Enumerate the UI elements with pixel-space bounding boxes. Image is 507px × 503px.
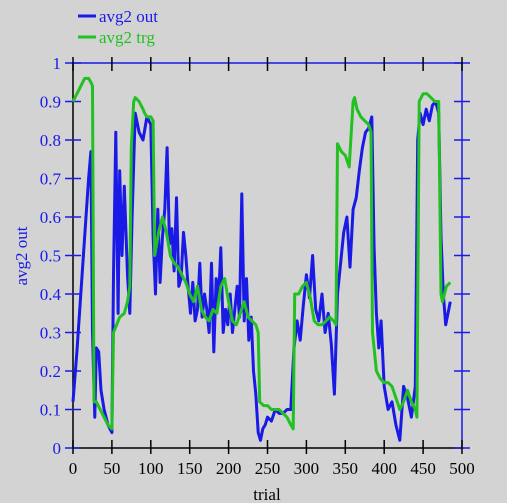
y-axis-label: avg2 out — [12, 226, 31, 285]
series-line-avg2-trg — [71, 76, 452, 431]
x-tick-label: 50 — [103, 459, 120, 478]
y-tick-label: 0.6 — [40, 208, 61, 227]
y-tick-label: 0.5 — [40, 247, 61, 266]
legend-label: avg2 trg — [99, 28, 155, 47]
x-tick-label: 300 — [294, 459, 320, 478]
y-tick-label: 0.9 — [40, 93, 61, 112]
x-tick-label: 400 — [371, 459, 397, 478]
y-tick-label: 0.8 — [40, 131, 61, 150]
y-tick-label: 0.2 — [40, 362, 61, 381]
x-axis-label: trial — [253, 485, 281, 503]
x-tick-label: 500 — [449, 459, 475, 478]
x-tick-label: 450 — [410, 459, 436, 478]
y-tick-label: 1 — [53, 54, 62, 73]
series-line-avg2-out — [71, 100, 452, 442]
y-tick-label: 0 — [53, 439, 62, 458]
x-tick-label: 100 — [138, 459, 164, 478]
legend-label: avg2 out — [99, 7, 158, 26]
x-tick-label: 200 — [216, 459, 242, 478]
x-tick-label: 350 — [333, 459, 359, 478]
x-tick-label: 0 — [69, 459, 78, 478]
x-tick-label: 250 — [255, 459, 281, 478]
y-tick-label: 0.1 — [40, 401, 61, 420]
y-tick-label: 0.3 — [40, 324, 61, 343]
y-tick-label: 0.7 — [40, 170, 62, 189]
x-tick-label: 150 — [177, 459, 203, 478]
y-tick-label: 0.4 — [40, 285, 62, 304]
